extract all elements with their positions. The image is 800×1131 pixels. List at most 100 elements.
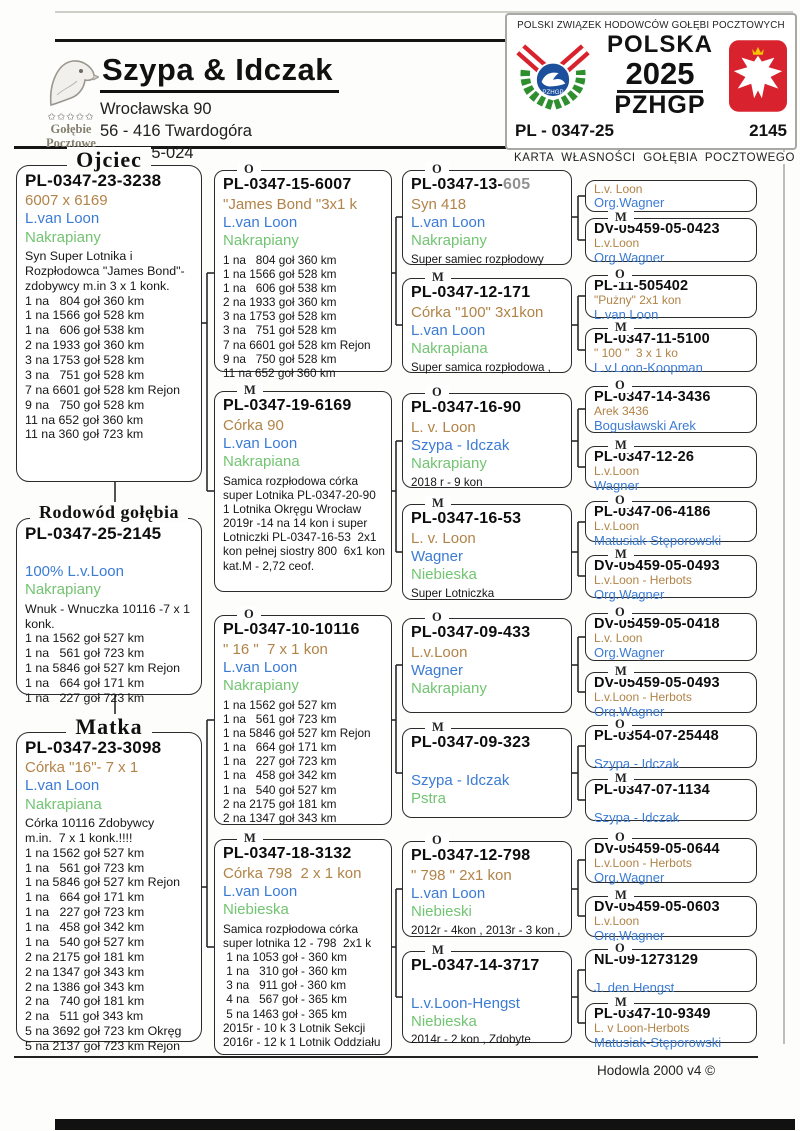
pigeon-name [411, 754, 565, 772]
performance-notes: Samica rozpłodowa córka super lotnika 12… [223, 921, 381, 1049]
gen4-box: O PL-0347-06-4186 L.v.Loon Matusiak-Stęp… [585, 493, 757, 548]
sex-tab: O [425, 385, 449, 400]
header-rule-top [55, 39, 793, 42]
ring-number: PL-0347-16-90 [411, 399, 522, 416]
gen3-box: M PL-0347-14-3717 L.v.Loon-Hengst Niebie… [402, 943, 572, 1046]
sex-tab: M [608, 547, 634, 562]
gen2-box: O PL-0347-10-10116 " 16 " 7 x 1 kon L.va… [214, 607, 392, 825]
plumage: Pstra [411, 790, 447, 808]
ring-number: PL-0347-07-1134 [594, 782, 710, 798]
strain: Wagner [411, 548, 463, 566]
breeder-header: Szypa & Idczak Wrocławska 90 56 - 416 Tw… [100, 52, 500, 164]
ring-number: PL-0347-18-3132 [223, 845, 352, 862]
pigeon-name: L.v.Loon [594, 464, 640, 479]
plumage: Niebieska [411, 1013, 477, 1031]
ring-number: PL-0347-06-4186 [594, 504, 711, 520]
strain: L.van Loon [411, 322, 486, 340]
gen2-box: M PL-0347-18-3132 Córka 798 2 x 1 kon L.… [214, 831, 392, 1055]
sex-tab: M [608, 664, 634, 679]
performance-notes: Córka 10116 Zdobywcy m.in. 7 x 1 konk.!!… [25, 815, 182, 1054]
gen4-box: O PL-0354-07-25448 Szypa - Idczak [585, 717, 757, 771]
plumage: Nakrapiany [25, 581, 101, 599]
pigeon-name: L.v. Loon [594, 631, 643, 646]
strain: Szypa - Idczak [411, 771, 510, 789]
pigeon-name: L.v. Loon [594, 182, 643, 196]
ring-number: PL-0347-09-323 [411, 734, 531, 751]
strain: L.v.Loon-Hengst [411, 994, 520, 1012]
sex-tab: M [608, 771, 634, 786]
pigeon-name: " 16 " 7 x 1 kon [223, 640, 328, 658]
strain: L.van Loon [411, 214, 486, 232]
performance-notes: 2018 r - 9 kon [411, 475, 483, 489]
strain: Org.Wagner [594, 644, 665, 660]
gen4-box: O PL-0347-14-3436 Arek 3436 Bogusławski … [585, 378, 757, 433]
gen4-box: M PL-0347-12-26 L.v.Loon Wagner [585, 438, 757, 493]
ring-number: PL-0347-09-433 [411, 624, 531, 641]
performance-notes: 1 na 1562 goł 527 km 1 na 561 goł 723 km… [223, 697, 371, 825]
gen3-box: M PL-0347-12-171 Córka "100" 3x1kon L.va… [402, 270, 572, 374]
ring-number: PL-11-505402 [594, 278, 689, 294]
footer-rule [14, 1056, 758, 1058]
pigeon-head-icon [49, 60, 101, 107]
scan-artifact-line [55, 11, 793, 13]
mother-label: Matka [16, 714, 202, 740]
pigeon-name [25, 545, 195, 563]
pigeon-logo: ✩✩✩✩✩ Gołębie Pocztowe [42, 55, 101, 150]
sex-tab: M [608, 320, 634, 335]
sticker-country: POLSKA [606, 31, 713, 58]
pigeon-name: L.v.Loon - Herbots [594, 573, 692, 588]
pzhgp-sticker: POLSKI ZWIĄZEK HODOWCÓW GOŁĘBI POCZTOWYC… [505, 13, 797, 150]
ring-number: NL-09-1273129 [594, 952, 699, 968]
logo-caption-2: Pocztowe [46, 135, 96, 150]
plumage: Nakrapiany [411, 455, 487, 473]
ring-number: PL-0347-12-798 [411, 847, 531, 864]
strain: L.van Loon [223, 659, 298, 677]
gen4-box: L.v. Loon Org.Wagner [585, 180, 757, 212]
ring-number: PL-0354-07-25448 [594, 728, 719, 744]
ring-number: DV-05459-05-0493 [594, 558, 720, 574]
performance-notes: 2014r - 2 kon , Zdobyte [411, 1033, 531, 1047]
ring-number: DV-05459-05-0644 [594, 841, 720, 857]
gen3-box: O PL-0347-09-433 L.v.Loon Wagner Nakrapi… [402, 610, 572, 713]
strain: Matusiak-Stęporowski [594, 532, 722, 548]
gen3-box: O PL-0347-13-605 Syn 418 L.van Loon Nakr… [402, 162, 572, 266]
pigeon-name: Córka "16"- 7 x 1 [25, 759, 139, 777]
sex-tab: O [237, 162, 261, 177]
ring-number: PL-0347-13-605 [411, 176, 531, 193]
plumage: Nakrapiana [411, 340, 488, 358]
scan-artifact-right-line [783, 30, 785, 1044]
gen4-box: M DV-05459-05-0423 L.v.Loon Org.Wagner [585, 210, 757, 265]
plumage: Nakrapiana [25, 795, 102, 813]
strain: Szypa - Idczak [594, 756, 680, 772]
gen4-box: O NL-09-1273129 J. den Hengst [585, 941, 757, 995]
performance-notes: Super samica rozpłodowa , [411, 360, 551, 374]
footer-credit: Hodowla 2000 v4 © [597, 1063, 716, 1078]
gen4-box: M PL-0347-10-9349 L. v Loon-Herbots Matu… [585, 995, 757, 1050]
pigeon-name: L.v.Loon [594, 236, 640, 251]
strain: L.van Loon [223, 883, 298, 901]
sex-tab: O [608, 717, 632, 732]
plumage: Nakrapiany [223, 232, 299, 250]
strain: L.v.Loon-Koopman [594, 359, 703, 375]
performance-notes: Super samiec rozpłodowy [411, 252, 544, 266]
subject-label: Rodowód gołębia [16, 502, 202, 523]
gen2-box: M PL-0347-19-6169 Córka 90 L.van Loon Na… [214, 383, 392, 592]
performance-notes: 2012r - 4kon , 2013r - 3 kon , [411, 923, 561, 937]
pigeon-name: L. v. Loon [411, 529, 476, 547]
performance-notes: Samica rozpłodowa córka super Lotnika PL… [223, 473, 385, 573]
ring-number: PL-0347-14-3717 [411, 957, 540, 974]
gen3-box: M PL-0347-16-53 L. v. Loon Wagner Niebie… [402, 496, 572, 600]
sticker-org: PZHGP [614, 91, 706, 119]
sex-tab: M [608, 210, 634, 225]
ring-number: PL-0347-15-6007 [223, 176, 352, 193]
logo-caption-1: Gołębie [50, 122, 92, 136]
plumage: Nakrapiany [411, 680, 487, 698]
ring-number: DV-05459-05-0493 [594, 675, 720, 691]
pigeon-name: Córka 798 2 x 1 kon [223, 864, 362, 882]
ring-number: PL-0347-10-10116 [223, 621, 360, 638]
gen4-box: M PL-0347-11-5100 " 100 " 3 x 1 ko L.v.L… [585, 320, 757, 375]
breeder-city: 56 - 416 Twardogóra [100, 121, 252, 140]
sex-tab: M [425, 720, 451, 735]
ring-number: PL-0347-12-26 [594, 449, 695, 465]
